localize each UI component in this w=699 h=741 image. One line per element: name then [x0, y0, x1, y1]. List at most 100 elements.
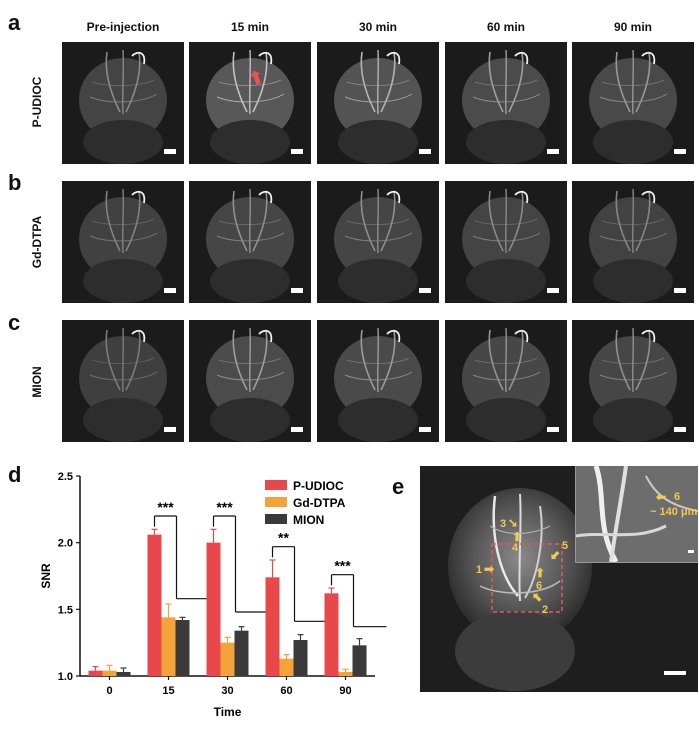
brain-scan-image: [79, 49, 167, 164]
scale-bar: [164, 149, 176, 154]
scale-bar: [164, 427, 176, 432]
mri-tile-0-1: ⬆: [189, 42, 311, 164]
bar-gd-dtpa-30: [220, 642, 235, 676]
bar-gd-dtpa-90: [338, 672, 353, 676]
y-tick-label: 2.5: [58, 471, 73, 483]
scale-bar: [419, 427, 431, 432]
mri-tile-1-2: [317, 181, 439, 303]
row-label-gd-dtpa: Gd-DTPA: [30, 215, 44, 269]
label-4: 4: [512, 542, 519, 554]
bar-p-udioc-15: [147, 534, 162, 676]
mri-tile-0-0: [62, 42, 184, 164]
significance-label: ***: [334, 558, 351, 574]
brain-scan-image: [462, 327, 550, 442]
zoom-inset: ⬅ 6 ~ 140 μm: [575, 466, 698, 563]
bar-p-udioc-90: [324, 593, 339, 676]
legend-label: P-UDIOC: [293, 479, 344, 493]
panel-e-image: ⬅ 6 ~ 140 μm 3 ➘ 4 ⬆ 5 ⬋ 1 ➡ 6 ⬆ 2 ⬉: [420, 466, 698, 692]
legend-label: MION: [293, 513, 324, 527]
brain-vessel-image: [448, 488, 686, 691]
brain-scan-image: [79, 188, 167, 303]
legend-swatch-gd-dtpa: [265, 497, 287, 507]
x-tick-label: 90: [339, 685, 351, 697]
x-tick-label: 15: [162, 685, 174, 697]
scale-bar: [547, 288, 559, 293]
significance-label: ***: [157, 499, 174, 515]
inset-arrow-icon: ⬅: [656, 490, 667, 504]
label-5: 5: [562, 540, 569, 552]
x-tick-label: 60: [280, 685, 292, 697]
x-axis-label: Time: [214, 705, 242, 719]
arrow-3-icon: ➘: [508, 516, 519, 530]
inset-vessel-image: [576, 466, 698, 562]
bar-gd-dtpa-60: [279, 658, 294, 676]
label-3: 3: [500, 518, 507, 530]
brain-scan-image: [206, 49, 294, 164]
scale-bar: [291, 149, 303, 154]
scale-bar: [547, 149, 559, 154]
x-tick-label: 30: [221, 685, 233, 697]
snr-bar-chart: 1.0 1.5 2.0 2.5 SNR Time 0 15 *** 30 *** 60 ** 90 *** P…: [40, 471, 387, 719]
scale-bar: [674, 288, 686, 293]
panel-letter-e: e: [392, 474, 405, 499]
brain-scan-image: [206, 327, 294, 442]
row-label-p-udioc: P-UDIOC: [30, 76, 44, 128]
column-header-15min: 15 min: [230, 20, 269, 34]
column-header-pre-injection: Pre-injection: [86, 20, 160, 34]
mri-tile-2-0: [62, 320, 184, 442]
roi-box: [491, 543, 563, 613]
brain-scan-image: [206, 188, 294, 303]
mri-tile-1-0: [62, 181, 184, 303]
bar-p-udioc-0: [88, 670, 103, 676]
bar-mion-0: [116, 672, 131, 676]
mri-tile-2-1: [189, 320, 311, 442]
bar-gd-dtpa-0: [102, 670, 117, 676]
column-header-60min: 60 min: [486, 20, 525, 34]
brain-scan-image: [589, 188, 677, 303]
scale-bar: [674, 149, 686, 154]
scale-bar: [164, 288, 176, 293]
brain-scan-image: [334, 327, 422, 442]
legend-swatch-p-udioc: [265, 480, 287, 490]
column-header-30min: 30 min: [358, 20, 397, 34]
mri-tile-0-2: [317, 42, 439, 164]
scale-bar: [674, 427, 686, 432]
significance-label: **: [278, 530, 289, 546]
bar-p-udioc-60: [265, 577, 280, 676]
brain-scan-image: [334, 188, 422, 303]
brain-scan-image: [589, 327, 677, 442]
y-tick-label: 1.0: [58, 671, 73, 683]
arrow-1-icon: ➡: [484, 562, 495, 576]
mri-tile-2-2: [317, 320, 439, 442]
mri-tile-2-3: [445, 320, 567, 442]
mri-tile-2-4: [572, 320, 694, 442]
legend-swatch-mion: [265, 514, 287, 524]
brain-scan-image: [334, 49, 422, 164]
mri-tile-0-3: [445, 42, 567, 164]
mri-tile-1-4: [572, 181, 694, 303]
brain-scan-image: [462, 188, 550, 303]
bar-p-udioc-30: [206, 542, 221, 676]
bar-mion-60: [293, 640, 308, 676]
panel-letter-c: c: [8, 310, 21, 335]
bar-gd-dtpa-15: [161, 617, 176, 676]
y-tick-label: 2.0: [58, 538, 73, 550]
column-header-90min: 90 min: [613, 20, 652, 34]
label-6: 6: [536, 580, 543, 592]
panel-letter-b: b: [8, 170, 22, 195]
brain-scan-image: [79, 327, 167, 442]
panel-letter-a: a: [8, 10, 21, 35]
inset-measure: ~ 140 μm: [650, 506, 698, 518]
panel-letter-d: d: [8, 462, 22, 487]
legend-label: Gd-DTPA: [293, 496, 346, 510]
y-axis-label: SNR: [40, 563, 53, 589]
brain-scan-image: [462, 49, 550, 164]
label-1: 1: [476, 564, 483, 576]
mri-tile-0-4: [572, 42, 694, 164]
arrow-4-icon: ⬆: [512, 530, 523, 544]
scale-bar: [664, 671, 686, 675]
arrow-6-icon: ⬆: [535, 566, 546, 580]
row-label-mion: MION: [30, 366, 44, 398]
scale-bar: [291, 427, 303, 432]
arrow-5-icon: ⬋: [550, 548, 561, 562]
